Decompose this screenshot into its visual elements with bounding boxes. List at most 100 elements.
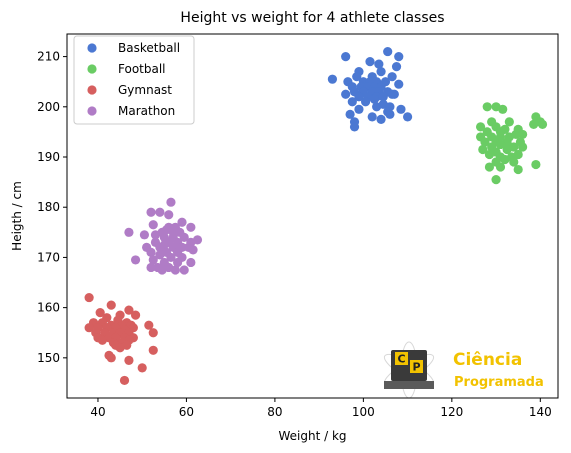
data-point	[360, 97, 371, 107]
data-point	[396, 104, 406, 114]
data-point	[513, 164, 523, 175]
data-point	[491, 175, 501, 185]
data-point	[148, 255, 158, 265]
legend-box	[73, 35, 195, 125]
watermark-line1: Ciência	[453, 350, 522, 370]
x-tick-label: 100	[352, 405, 375, 419]
data-point	[146, 207, 156, 217]
data-point	[164, 210, 174, 220]
legend-label: Gymnast	[118, 83, 172, 97]
data-point	[387, 72, 397, 82]
data-point	[84, 323, 94, 333]
laptop-base	[384, 381, 434, 389]
data-point	[144, 320, 154, 330]
data-point	[84, 292, 94, 303]
data-point	[146, 262, 156, 273]
data-point	[155, 207, 165, 217]
data-point	[124, 355, 134, 365]
data-point	[518, 142, 528, 152]
data-point	[504, 117, 514, 127]
x-tick-label: 40	[90, 405, 105, 419]
y-tick-label: 190	[37, 150, 60, 164]
data-point	[130, 255, 141, 265]
data-point	[349, 122, 360, 132]
data-point	[352, 72, 362, 82]
data-point	[186, 222, 196, 232]
legend-marker	[87, 64, 97, 74]
data-point	[372, 102, 382, 112]
data-point	[148, 220, 158, 230]
y-tick-label: 200	[37, 100, 60, 114]
data-point	[374, 59, 384, 69]
data-point	[139, 230, 150, 240]
data-point	[155, 250, 165, 260]
data-point	[95, 308, 105, 318]
data-point	[513, 149, 523, 160]
data-point	[378, 92, 388, 102]
data-point	[367, 112, 377, 122]
data-point	[148, 328, 158, 338]
watermark-logo: C P Ciência Programada	[383, 341, 544, 399]
legend-label: Marathon	[118, 104, 175, 118]
y-tick-label: 160	[37, 301, 60, 315]
data-point	[478, 144, 488, 155]
data-point	[106, 353, 116, 363]
data-point	[403, 112, 413, 122]
series-basketball	[327, 46, 413, 132]
data-point	[484, 162, 495, 172]
data-point	[148, 345, 158, 355]
data-point	[480, 137, 490, 147]
data-point	[155, 242, 165, 252]
logo-p-block	[410, 360, 423, 373]
data-point	[146, 247, 156, 257]
logo-c-letter: C	[397, 353, 405, 366]
data-point	[341, 89, 351, 99]
data-point	[391, 62, 402, 72]
data-point	[383, 46, 393, 57]
data-point	[385, 109, 395, 119]
logo-p-letter: P	[412, 361, 420, 374]
data-point	[354, 104, 364, 114]
series-football	[475, 102, 548, 185]
data-point	[495, 139, 506, 150]
x-tick-label: 140	[529, 405, 552, 419]
data-point	[130, 310, 141, 320]
data-point	[345, 109, 355, 119]
legend: Basketball Football Gymnast Marathon	[73, 35, 195, 125]
data-point	[341, 51, 351, 62]
data-point	[509, 157, 519, 167]
data-point	[394, 51, 404, 62]
x-tick-label: 80	[267, 405, 282, 419]
data-point	[172, 257, 183, 268]
y-axis: 150 160 170 180 190 200 210	[37, 50, 67, 365]
data-point	[166, 252, 176, 263]
y-tick-label: 170	[37, 250, 60, 264]
data-point	[495, 162, 506, 172]
y-axis-label: Heigth / cm	[10, 181, 24, 251]
data-point	[531, 159, 541, 170]
data-point	[186, 257, 196, 268]
y-tick-label: 150	[37, 351, 60, 365]
x-axis-label: Weight / kg	[278, 429, 346, 443]
data-point	[389, 89, 399, 99]
points-layer	[84, 46, 548, 386]
data-point	[166, 197, 176, 207]
data-point	[498, 104, 508, 114]
x-tick-label: 120	[440, 405, 463, 419]
data-point	[179, 265, 189, 275]
data-point	[347, 97, 357, 107]
data-point	[394, 79, 404, 89]
data-point	[369, 94, 380, 104]
data-point	[518, 129, 528, 140]
data-point	[502, 144, 512, 155]
data-point	[327, 74, 338, 84]
data-point	[115, 343, 125, 353]
y-tick-label: 210	[37, 50, 60, 64]
legend-label: Football	[118, 62, 166, 76]
legend-marker	[87, 106, 97, 116]
data-point	[177, 217, 187, 227]
data-point	[354, 92, 364, 102]
legend-marker	[87, 43, 97, 53]
data-point	[97, 335, 107, 345]
